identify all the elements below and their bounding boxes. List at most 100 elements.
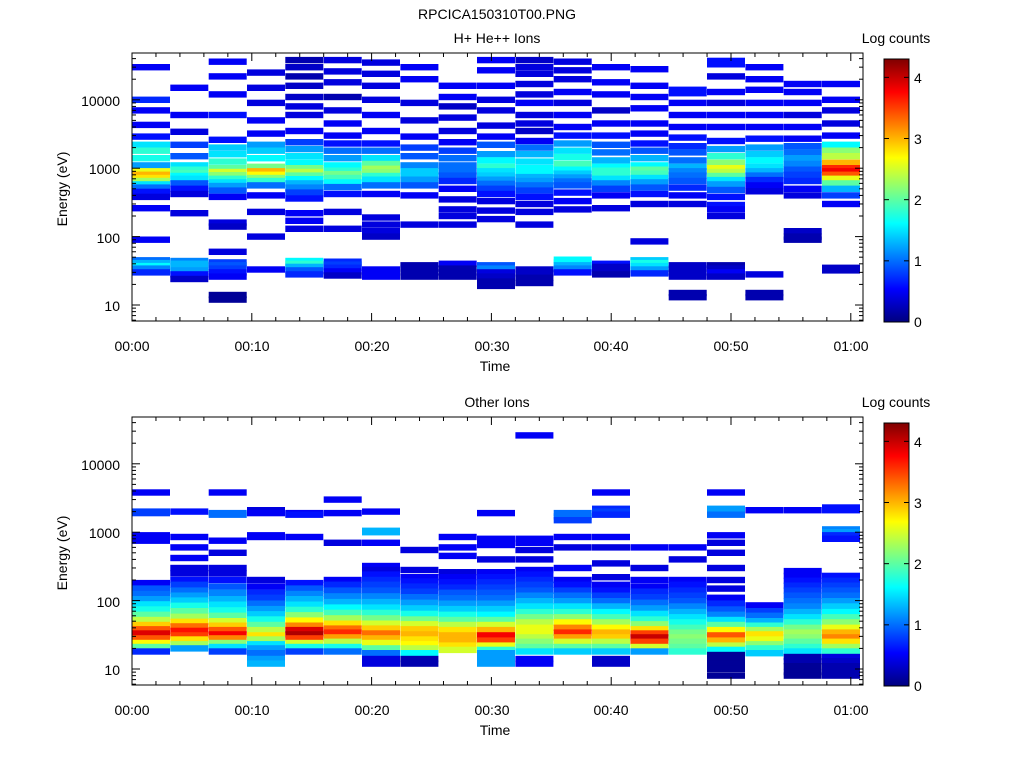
heatmap-cell (553, 99, 592, 107)
heatmap-cell (707, 269, 745, 276)
heatmap-cell (247, 533, 285, 541)
heatmap-cell (630, 605, 669, 612)
heatmap-cell (247, 660, 285, 667)
heatmap-cell (515, 614, 554, 621)
heatmap-cell (783, 577, 822, 584)
heatmap-cell (362, 214, 400, 221)
heatmap-cell (438, 103, 477, 110)
heatmap-cell (362, 228, 400, 235)
heatmap-cell (783, 592, 822, 599)
heatmap-cell (515, 151, 554, 158)
heatmap-cell (668, 149, 707, 156)
heatmap-cell (208, 635, 247, 642)
heatmap-cell (362, 635, 400, 642)
heatmap-cell (553, 624, 592, 631)
heatmap-cell (822, 153, 860, 160)
heatmap-cell (477, 589, 515, 596)
heatmap-cell (783, 582, 822, 589)
heatmap-cell (553, 533, 592, 541)
heatmap-cell (668, 608, 707, 616)
heatmap-cell (515, 546, 554, 554)
heatmap-cell (323, 56, 362, 64)
heatmap-cell (247, 600, 285, 607)
heatmap-cell (323, 170, 362, 178)
heatmap-cell (745, 636, 784, 643)
heatmap-cell (438, 589, 477, 596)
heatmap-cell (285, 225, 324, 232)
heatmap-cell (208, 193, 247, 201)
heatmap-cell (247, 69, 285, 76)
heatmap-cell (592, 592, 630, 599)
heatmap-cell (822, 587, 860, 594)
heatmap-cell (822, 672, 860, 679)
heatmap-cell (477, 168, 515, 175)
heatmap-cell (285, 82, 324, 89)
heatmap-cell (515, 539, 554, 546)
heatmap-cell (707, 193, 745, 201)
heatmap-cell (822, 648, 860, 655)
heatmap-cell (323, 643, 362, 651)
heatmap-cell (247, 155, 285, 162)
heatmap-cell (592, 544, 630, 551)
heatmap-cell (132, 121, 170, 129)
heatmap-cell (515, 193, 554, 201)
heatmap-cell (822, 634, 860, 641)
heatmap-cell (822, 80, 860, 88)
heatmap-cell (247, 576, 285, 584)
heatmap-cell (553, 614, 592, 621)
y-tick-label: 100 (97, 594, 121, 610)
heatmap-cell (822, 141, 860, 148)
heatmap-cell (707, 585, 745, 592)
heatmap-cell (170, 641, 209, 648)
heatmap-cell (362, 604, 400, 611)
heatmap-cell (400, 631, 439, 638)
heatmap-cell (553, 629, 592, 636)
heatmap-cell (515, 80, 554, 88)
heatmap-cell (630, 93, 669, 101)
heatmap-cell (822, 629, 860, 636)
heatmap-cell (707, 159, 745, 166)
heatmap-cell (170, 210, 209, 217)
heatmap-cell (783, 171, 822, 178)
heatmap-cell (553, 638, 592, 645)
heatmap-cell (745, 641, 784, 648)
heatmap-cell (707, 201, 745, 209)
heatmap-cell (477, 172, 515, 179)
heatmap-cell (323, 93, 362, 101)
heatmap-cell (553, 123, 592, 131)
axis-ticks (131, 417, 863, 685)
heatmap-cell (515, 158, 554, 165)
heatmap-cell (553, 603, 592, 610)
heatmap-cell (438, 212, 477, 220)
heatmap-cell (630, 147, 669, 154)
heatmap-cell (592, 149, 630, 156)
heatmap-cell (783, 603, 822, 610)
heatmap-cell (362, 160, 400, 168)
heatmap-cell (515, 598, 554, 605)
heatmap-cell (132, 177, 170, 185)
heatmap-cell (515, 137, 554, 145)
x-axis-label: Time (480, 358, 511, 374)
heatmap-cell (170, 111, 209, 119)
heatmap-cell (745, 176, 784, 184)
panel-title: Other Ions (464, 394, 529, 410)
heatmap-cell (170, 190, 209, 198)
heatmap-cell (477, 82, 515, 89)
heatmap-cell (400, 262, 439, 269)
heatmap-cell (592, 171, 630, 178)
heatmap-cell (822, 200, 860, 208)
heatmap-cell (515, 629, 554, 636)
heatmap-cell (553, 88, 592, 96)
heatmap-cell (362, 70, 400, 77)
heatmap-cell (323, 620, 362, 627)
heatmap-cell (285, 606, 324, 614)
heatmap-cell (362, 221, 400, 228)
x-tick-label: 00:50 (713, 702, 748, 718)
heatmap-cell (630, 634, 669, 641)
heatmap-cell (668, 184, 707, 191)
heatmap-cell (783, 638, 822, 645)
heatmap-cell (630, 564, 669, 572)
heatmap-cell (745, 271, 784, 278)
heatmap-cell (323, 208, 362, 216)
heatmap-cell (400, 133, 439, 140)
